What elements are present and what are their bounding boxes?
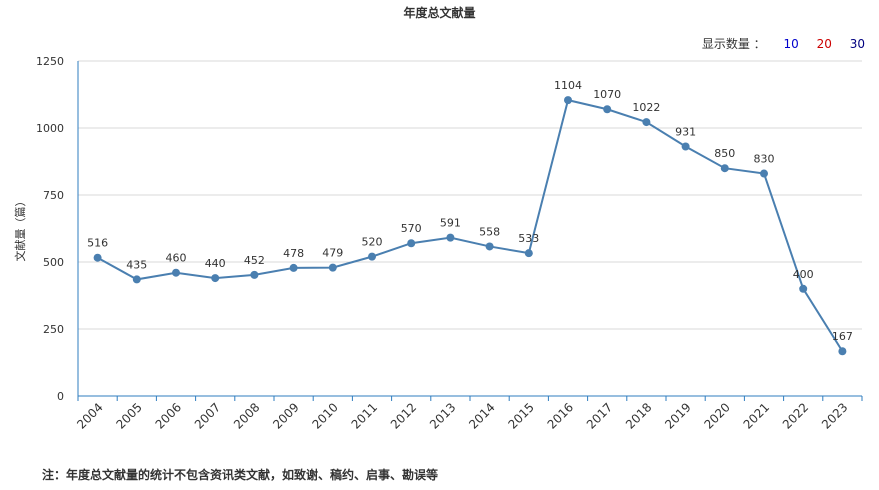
x-tick-label: 2008 [231, 400, 262, 431]
data-point [485, 242, 494, 251]
data-point [760, 169, 768, 178]
x-tick-label: 2017 [584, 400, 615, 431]
x-tick-label: 2007 [192, 400, 223, 431]
chart-title: 年度总文献量 [403, 6, 476, 20]
data-label: 533 [518, 232, 539, 245]
x-tick-label: 2004 [74, 400, 105, 431]
data-label: 558 [479, 225, 500, 238]
data-label: 1104 [554, 79, 582, 92]
x-tick-label: 2019 [662, 400, 693, 431]
data-point [720, 164, 729, 173]
data-label: 460 [166, 252, 187, 265]
data-label: 440 [205, 257, 226, 270]
x-tick-label: 2020 [701, 400, 732, 431]
data-label: 591 [440, 217, 461, 230]
display-count-option-30[interactable]: 30 [849, 37, 865, 51]
data-label: 452 [244, 254, 265, 267]
data-point [93, 253, 102, 262]
y-tick-label: 1000 [36, 122, 64, 135]
display-count-label: 显示数量 ： [701, 37, 766, 51]
x-tick-label: 2011 [349, 400, 380, 431]
x-tick-label: 2012 [388, 400, 419, 431]
y-axis-title: 文献量（篇） [13, 196, 27, 262]
x-tick-label: 2015 [505, 400, 536, 431]
x-tick-label: 2023 [819, 400, 850, 431]
x-tick-label: 2022 [780, 400, 811, 431]
data-label: 479 [322, 247, 343, 260]
data-point [250, 270, 259, 279]
line-chart: 0 250 500 750 1000 1250 2004 2005 2006 2007 2008 20… [13, 55, 863, 432]
data-label: 830 [754, 153, 775, 166]
data-point [681, 142, 690, 151]
data-point [172, 268, 180, 277]
data-label: 478 [283, 247, 304, 260]
display-count-control: 显示数量 ： 10 20 30 [702, 35, 865, 52]
x-tick-label: 2016 [545, 400, 576, 431]
data-point [524, 249, 533, 258]
data-point [132, 275, 141, 284]
data-point [211, 274, 220, 283]
footnote: 注：年度总文献量的统计不包含资讯类文献，如致谢、稿约、启事、勘误等 [42, 468, 439, 482]
x-tick-label: 2021 [741, 400, 772, 431]
data-point [289, 263, 298, 272]
x-tick-label: 2013 [427, 400, 458, 431]
y-tick-label: 500 [43, 256, 64, 269]
data-label: 570 [401, 222, 422, 235]
display-count-option-20[interactable]: 20 [816, 37, 832, 51]
y-tick-label: 0 [57, 390, 64, 403]
x-tick-label: 2014 [466, 400, 497, 431]
x-tick-label: 2009 [270, 400, 301, 431]
x-tick-label: 2006 [153, 400, 184, 431]
data-point [603, 105, 612, 114]
x-tick-label: 2010 [309, 400, 340, 431]
data-label: 1070 [593, 88, 621, 101]
data-label: 850 [714, 147, 735, 160]
data-point [564, 96, 572, 105]
data-label: 931 [675, 125, 696, 138]
data-label: 1022 [632, 101, 660, 114]
data-point [799, 284, 808, 293]
display-count-option-10[interactable]: 10 [783, 37, 799, 51]
y-tick-label: 750 [43, 189, 64, 202]
data-label: 400 [793, 268, 814, 281]
data-point [368, 252, 376, 261]
data-label: 520 [362, 236, 383, 249]
data-point [838, 347, 847, 356]
data-label: 516 [87, 237, 108, 250]
series-line [97, 98, 844, 352]
data-label: 435 [126, 258, 147, 271]
data-point [446, 233, 455, 242]
data-label: 167 [832, 330, 853, 343]
y-tick-label: 250 [43, 323, 64, 336]
data-point [642, 118, 651, 127]
x-tick-label: 2018 [623, 400, 654, 431]
data-point [328, 263, 337, 272]
data-point [407, 239, 416, 248]
x-tick-label: 2005 [113, 400, 144, 431]
y-tick-label: 1250 [36, 55, 64, 68]
